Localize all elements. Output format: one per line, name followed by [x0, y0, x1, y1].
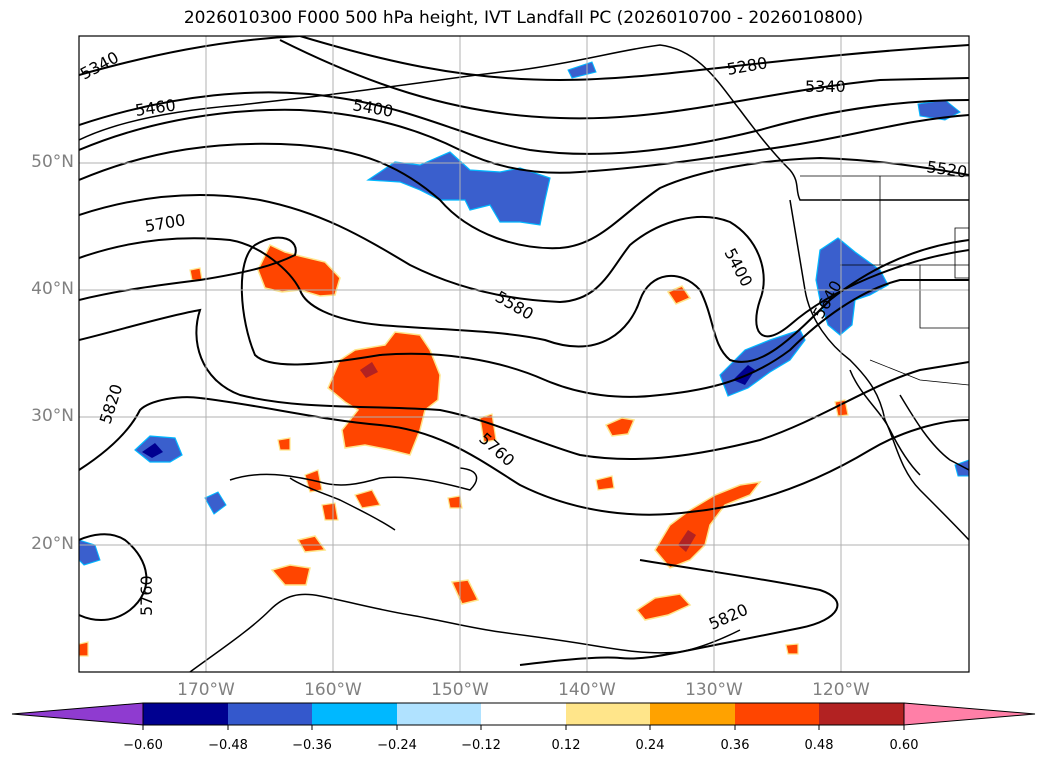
contour-5400 — [79, 91, 969, 155]
colorbar-extend-low — [11, 702, 144, 726]
colorbar-tick-label: 0.12 — [551, 738, 581, 753]
ivt-pos-small-5 — [321, 502, 339, 521]
lat-label-30n: 30°N — [31, 406, 74, 426]
ivt-pos-south-4 — [296, 535, 327, 553]
coast-southern-1 — [229, 467, 478, 491]
ivt-pos-small-4 — [354, 489, 381, 509]
colorbar-tick-label: −0.24 — [377, 738, 417, 753]
lat-label-20n: 20°N — [31, 534, 74, 554]
colorbar — [11, 702, 1036, 730]
colorbar-tick-label: 0.60 — [889, 738, 919, 753]
contour-5340-north — [79, 36, 301, 76]
border-states-2 — [919, 265, 969, 329]
ivt-core-central — [360, 362, 378, 378]
ivt-blob-small-1 — [204, 491, 227, 515]
contour-5460 — [79, 108, 969, 174]
colorbar-tick-label: 0.36 — [720, 738, 750, 753]
colorbar-extend-high — [903, 702, 1036, 726]
ivt-pos-small-2 — [189, 267, 203, 281]
colorbar-tick-label: −0.36 — [292, 738, 332, 753]
colorbar-segment — [735, 703, 819, 725]
colorbar-segment — [228, 703, 312, 725]
colorbar-segment — [312, 703, 397, 725]
colorbar-segment — [819, 703, 904, 725]
contour-5580 — [79, 194, 969, 338]
contour-5760 — [79, 308, 969, 461]
contour-5860-south — [519, 559, 839, 666]
ivt-core-west — [142, 443, 163, 458]
ivt-core-california — [733, 365, 755, 385]
contour-5700 — [79, 236, 969, 398]
border-mexico — [869, 359, 969, 386]
lat-label-40n: 40°N — [31, 279, 74, 299]
ivt-pos-small-9 — [447, 495, 463, 509]
map-frame — [78, 35, 970, 673]
colorbar-tick-label: 0.48 — [804, 738, 834, 753]
height-contours — [79, 36, 969, 666]
colorbar-segment — [650, 703, 735, 725]
contour-5640 — [79, 237, 969, 363]
colorbar-tick-label: −0.60 — [123, 738, 163, 753]
colorbar-tick-label: −0.12 — [461, 738, 501, 753]
colorbar-segment — [397, 703, 481, 725]
contour-5280 — [299, 36, 969, 82]
coast-baja — [849, 369, 921, 476]
border-states-4 — [954, 227, 969, 279]
map-background — [79, 36, 969, 672]
contour-5520 — [79, 142, 969, 250]
lon-label-150w: 150°W — [431, 680, 489, 700]
ivt-core-subtropical — [678, 530, 696, 552]
colorbar-tick-label: −0.48 — [208, 738, 248, 753]
coastlines — [79, 44, 969, 672]
lon-label-130w: 130°W — [685, 680, 743, 700]
lon-label-120w: 120°W — [812, 680, 870, 700]
coast-southern-2 — [189, 593, 741, 672]
ivt-pos-mid-east — [604, 417, 636, 437]
lon-label-160w: 160°W — [304, 680, 362, 700]
ivt-pos-small-10 — [785, 643, 799, 655]
contour-5880 — [79, 533, 148, 621]
gridlines — [79, 36, 969, 672]
lat-label-50n: 50°N — [31, 152, 74, 172]
map-title: 2026010300 F000 500 hPa height, IVT Land… — [183, 8, 864, 28]
coast-mexico-gulf — [899, 394, 969, 471]
colorbar-segment — [143, 703, 228, 725]
contour-5340 — [279, 39, 969, 120]
contour-label: 5340 — [805, 77, 846, 96]
ivt-pos-small-11 — [79, 641, 89, 657]
contour-5820 — [79, 396, 969, 516]
coast-hawaii-chain — [289, 477, 396, 531]
contour-label: 5760 — [137, 575, 156, 616]
lon-label-140w: 140°W — [558, 680, 616, 700]
lon-label-170w: 170°W — [177, 680, 235, 700]
ivt-pos-south-1 — [635, 593, 692, 621]
coast-alaska — [79, 44, 969, 201]
ivt-blob-small-4 — [79, 539, 101, 566]
ivt-negative-areas — [79, 61, 969, 566]
borders — [800, 175, 969, 386]
coast-west-us — [789, 199, 969, 541]
colorbar-tick-label: 0.24 — [635, 738, 665, 753]
colorbar-segment — [566, 703, 650, 725]
ivt-pos-small-6 — [277, 437, 291, 451]
ivt-pos-south-2 — [270, 564, 311, 586]
ivt-pos-south-3 — [450, 579, 480, 605]
ivt-pos-hawaii-north — [257, 244, 341, 297]
ivt-blob-small-2 — [567, 61, 597, 79]
ivt-pos-small-8 — [595, 475, 615, 491]
colorbar-segment — [481, 703, 566, 725]
